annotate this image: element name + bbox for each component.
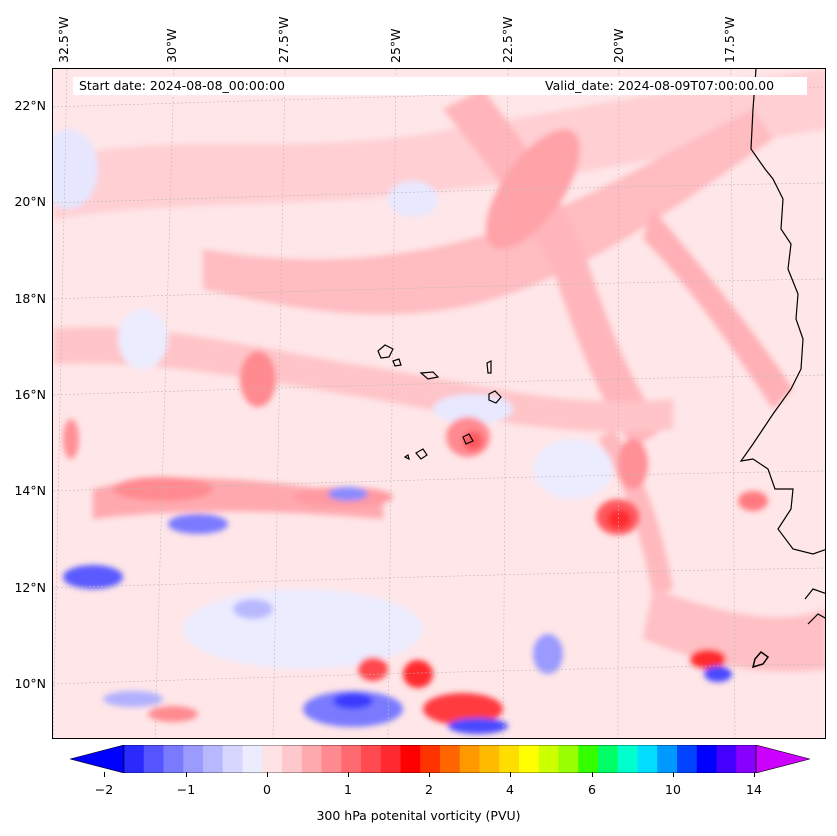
colorbar-tick-label: 14 <box>746 782 762 797</box>
colorbar-label: 300 hPa potenital vorticity (PVU) <box>316 808 521 823</box>
colorbar-swatch <box>400 745 421 773</box>
lon-label-27-5w: 27.5°W <box>276 16 291 63</box>
colorbar-extend-min <box>68 744 125 774</box>
colorbar-swatch <box>677 745 698 773</box>
lat-label-14n: 14°N <box>14 483 46 498</box>
colorbar-tick-label: 10 <box>665 782 681 797</box>
lat-label-22n: 22°N <box>14 98 46 113</box>
coastline <box>739 69 825 555</box>
colorbar-swatch <box>321 745 342 773</box>
colorbar-swatch <box>222 745 243 773</box>
colorbar-swatch <box>558 745 579 773</box>
lon-label-17-5w: 17.5°W <box>722 16 737 63</box>
lat-label-10n: 10°N <box>14 676 46 691</box>
colorbar-swatch <box>440 745 461 773</box>
colorbar-extend-max <box>755 744 812 774</box>
valid-date-label: Valid_date: 2024-08-09T07:00:00.00 <box>540 77 807 95</box>
colorbar-swatch <box>124 745 145 773</box>
colorbar-swatch <box>598 745 619 773</box>
lat-label-20n: 20°N <box>14 194 46 209</box>
lon-label-32-5w: 32.5°W <box>56 16 71 63</box>
colorbar-tickmark <box>267 772 268 777</box>
colorbar-swatch <box>696 745 717 773</box>
colorbar-tickmark <box>754 772 755 777</box>
colorbar-swatch <box>203 745 224 773</box>
colorbar-tick-label: 6 <box>588 782 596 797</box>
lat-label-12n: 12°N <box>14 580 46 595</box>
colorbar-swatch <box>578 745 599 773</box>
colorbar-swatch <box>301 745 322 773</box>
colorbar-swatch <box>282 745 303 773</box>
colorbar-swatch <box>459 745 480 773</box>
colorbar-swatch <box>380 745 401 773</box>
colorbar-swatch <box>657 745 678 773</box>
colorbar-tick-label: 0 <box>263 782 271 797</box>
lon-label-25w: 25°W <box>388 28 403 63</box>
islands <box>377 344 502 461</box>
lon-label-30w: 30°W <box>164 28 179 63</box>
colorbar-swatch <box>499 745 520 773</box>
colorbar-swatch <box>183 745 204 773</box>
lat-label-16n: 16°N <box>14 387 46 402</box>
colorbar-swatch <box>736 745 757 773</box>
start-date-label: Start date: 2024-08-08_00:00:00 <box>73 77 559 95</box>
colorbar-swatch <box>519 745 540 773</box>
colorbar-swatch <box>637 745 658 773</box>
lat-label-18n: 18°N <box>14 291 46 306</box>
colorbar-swatch <box>361 745 382 773</box>
pv-field <box>53 69 825 738</box>
colorbar-swatch <box>716 745 737 773</box>
colorbar-swatch <box>242 745 263 773</box>
colorbar-tickmark <box>673 772 674 777</box>
colorbar-tick-label: 1 <box>344 782 352 797</box>
colorbar-tickmark <box>186 772 187 777</box>
colorbar-tickmark <box>429 772 430 777</box>
colorbar-tickmark <box>592 772 593 777</box>
colorbar-swatch <box>479 745 500 773</box>
colorbar-tickmark <box>104 772 105 777</box>
colorbar-tick-label: −1 <box>176 782 196 797</box>
colorbar-ramp <box>68 744 812 774</box>
colorbar-tick-label: 4 <box>506 782 514 797</box>
colorbar-tick-label: −2 <box>94 782 114 797</box>
colorbar-tickmark <box>348 772 349 777</box>
colorbar-swatch <box>262 745 283 773</box>
lon-label-22-5w: 22.5°W <box>500 16 515 63</box>
colorbar-swatch <box>341 745 362 773</box>
colorbar-swatch <box>617 745 638 773</box>
colorbar-swatch <box>420 745 441 773</box>
colorbar <box>68 744 812 774</box>
colorbar-swatch <box>538 745 559 773</box>
colorbar-tickmark <box>510 772 511 777</box>
colorbar-swatch <box>143 745 164 773</box>
colorbar-swatch <box>163 745 184 773</box>
colorbar-tick-label: 2 <box>425 782 433 797</box>
pv-map <box>52 68 826 739</box>
lon-label-20w: 20°W <box>611 28 626 63</box>
